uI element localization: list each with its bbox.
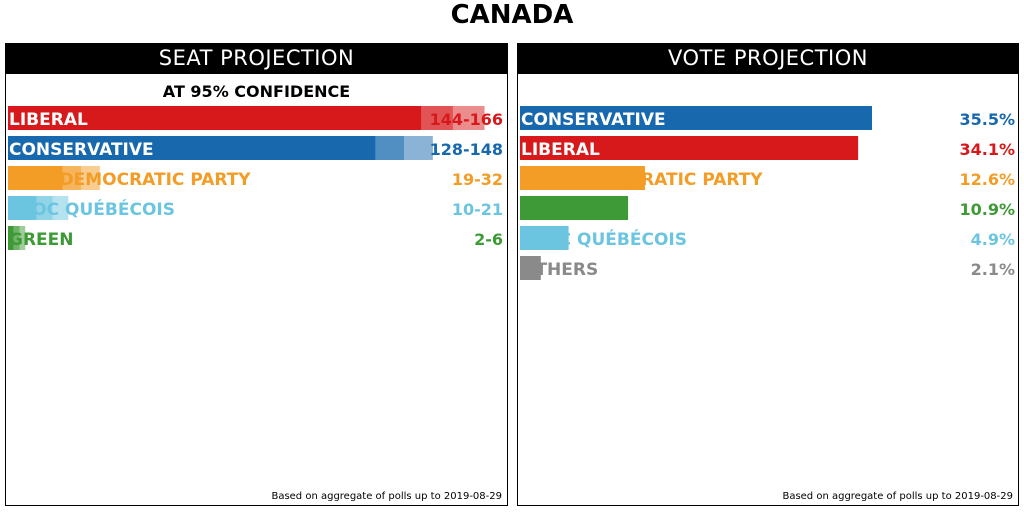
vote-bar-bloc-quebecois (520, 226, 569, 250)
seat-range-label-liberal: 144-166 (430, 110, 503, 129)
vote-party-label-green: GREEN (521, 200, 586, 220)
vote-value-label-others: 2.1% (971, 260, 1015, 279)
seat-party-label-new-democratic-party: NEW DEMOCRATIC PARTY (9, 170, 251, 190)
vote-bar-green (520, 196, 629, 220)
seat-projection-panel: SEAT PROJECTION AT 95% CONFIDENCE LIBERA… (5, 43, 508, 506)
seat-projection-header: SEAT PROJECTION (6, 44, 507, 74)
seat-bar-new-democratic-party (8, 166, 63, 190)
seat-range-lower-green (13, 226, 20, 250)
vote-value-label-green: 10.9% (959, 200, 1015, 219)
vote-party-label-new-democratic-party: NEW DEMOCRATIC PARTY (521, 170, 763, 190)
vote-party-label-liberal: LIBERAL (521, 140, 600, 160)
seat-confidence-subtitle: AT 95% CONFIDENCE (162, 82, 351, 101)
vote-value-label-liberal: 34.1% (959, 140, 1015, 159)
vote-party-label-bloc-quebecois: BLOC QUÉBÉCOIS (521, 228, 687, 250)
seat-footnote: Based on aggregate of polls up to 2019-0… (271, 491, 502, 502)
seat-party-label-green: GREEN (9, 230, 74, 250)
page-title: CANADA (450, 0, 574, 30)
vote-projection-chart: CONSERVATIVE 35.5% LIBERAL 34.1% NEW DEMOCRA… (520, 106, 1015, 280)
seat-range-label-new-democratic-party: 19-32 (452, 170, 503, 189)
vote-bar-others (520, 256, 541, 280)
seat-range-upper-bloc-quebecois (52, 196, 69, 220)
seat-bar-bloc-quebecois (8, 196, 37, 220)
seat-range-upper-conservative (404, 136, 433, 160)
seat-bar-green (8, 226, 14, 250)
seat-range-lower-conservative (375, 136, 405, 160)
seat-projection-chart: LIBERAL 144-166 CONSERVATIVE 128-148 NEW DEM… (8, 106, 503, 250)
vote-bar-conservative (520, 106, 872, 130)
seat-party-label-liberal: LIBERAL (9, 110, 88, 130)
vote-value-label-bloc-quebecois: 4.9% (971, 230, 1015, 249)
seat-party-label-bloc-quebecois: BLOC QUÉBÉCOIS (9, 198, 175, 220)
vote-party-label-others: OTHERS (521, 260, 598, 280)
seat-bar-conservative (8, 136, 376, 160)
seat-range-upper-green (19, 226, 26, 250)
seat-range-lower-new-democratic-party (62, 166, 82, 190)
seat-bar-liberal (8, 106, 422, 130)
vote-projection-panel: VOTE PROJECTION CONSERVATIVE 35.5% LIBERAL… (517, 43, 1019, 506)
vote-footnote: Based on aggregate of polls up to 2019-0… (782, 491, 1013, 502)
seat-range-label-green: 2-6 (474, 230, 503, 249)
seat-range-lower-liberal (421, 106, 453, 130)
vote-bar-new-democratic-party (520, 166, 645, 190)
seat-range-upper-liberal (452, 106, 485, 130)
seat-party-label-conservative: CONSERVATIVE (9, 140, 154, 160)
seat-range-label-conservative: 128-148 (430, 140, 503, 159)
seat-range-lower-bloc-quebecois (36, 196, 53, 220)
vote-value-label-new-democratic-party: 12.6% (959, 170, 1015, 189)
vote-projection-header: VOTE PROJECTION (518, 44, 1018, 74)
vote-value-label-conservative: 35.5% (959, 110, 1015, 129)
seat-range-label-bloc-quebecois: 10-21 (452, 200, 503, 219)
vote-bar-liberal (520, 136, 859, 160)
vote-party-label-conservative: CONSERVATIVE (521, 110, 666, 130)
seat-range-upper-new-democratic-party (81, 166, 100, 190)
